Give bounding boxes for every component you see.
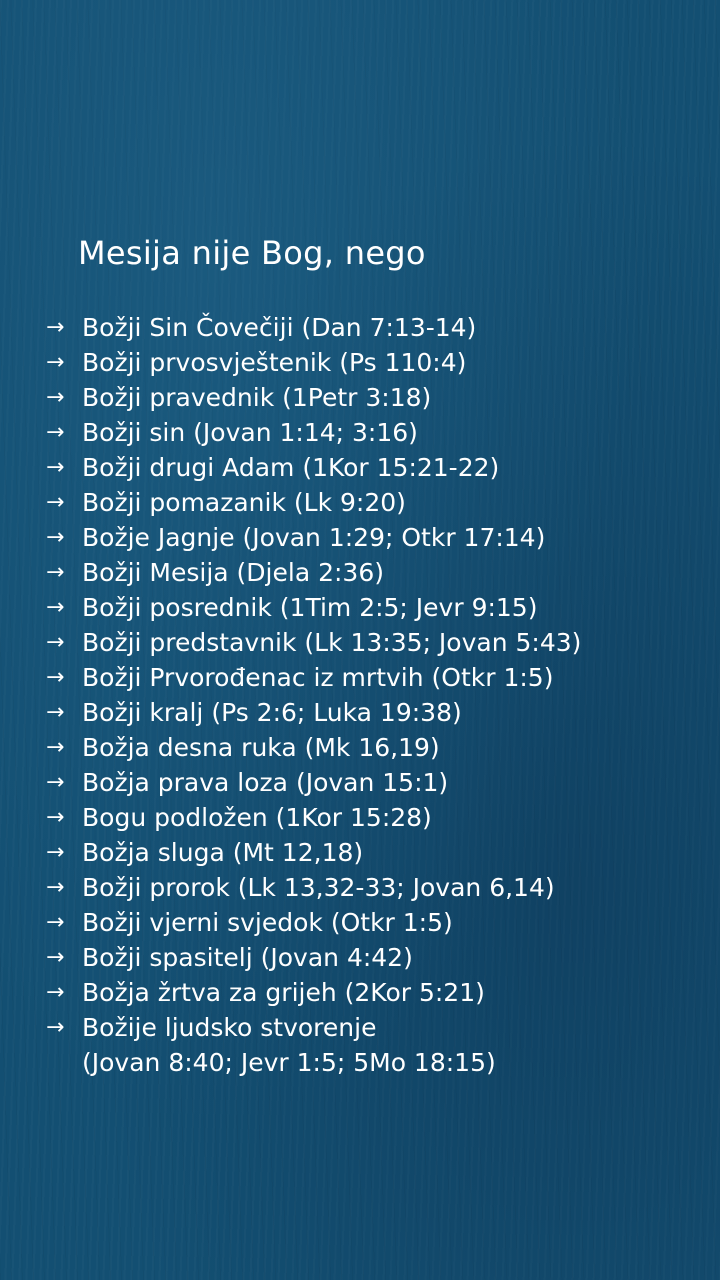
list-item-text: Božji sin (Jovan 1:14; 3:16): [82, 418, 418, 447]
arrow-right-icon: →: [46, 945, 65, 970]
arrow-right-icon: →: [46, 420, 65, 445]
list-item: → Božja desna ruka (Mk 16,19): [46, 730, 581, 765]
arrow-right-icon: →: [46, 770, 65, 795]
list-item-text: Božji prvosvještenik (Ps 110:4): [82, 348, 467, 377]
arrow-right-icon: →: [46, 490, 65, 515]
arrow-right-icon: →: [46, 665, 65, 690]
list-item-text: Božije ljudsko stvorenje: [82, 1013, 377, 1042]
list-item: → Bogu podložen (1Kor 15:28): [46, 800, 581, 835]
arrow-right-icon: →: [46, 840, 65, 865]
arrow-right-icon: →: [46, 805, 65, 830]
arrow-right-icon: →: [46, 525, 65, 550]
list-item-text: Božja sluga (Mt 12,18): [82, 838, 364, 867]
list-item-text: Božji vjerni svjedok (Otkr 1:5): [82, 908, 453, 937]
list-item: → Božji prorok (Lk 13,32-33; Jovan 6,14): [46, 870, 581, 905]
list-item: → Božji vjerni svjedok (Otkr 1:5): [46, 905, 581, 940]
list-item-text: Bogu podložen (1Kor 15:28): [82, 803, 432, 832]
list-item-text: Božje Jagnje (Jovan 1:29; Otkr 17:14): [82, 523, 546, 552]
list-item: → Božji posrednik (1Tim 2:5; Jevr 9:15): [46, 590, 581, 625]
list-item: → Božji predstavnik (Lk 13:35; Jovan 5:43…: [46, 625, 581, 660]
list-item: → Božji pravednik (1Petr 3:18): [46, 380, 581, 415]
arrow-right-icon: →: [46, 910, 65, 935]
list-item: → Božji pomazanik (Lk 9:20): [46, 485, 581, 520]
arrow-right-icon: →: [46, 315, 65, 340]
list-item-text: Božja prava loza (Jovan 15:1): [82, 768, 449, 797]
arrow-right-icon: →: [46, 385, 65, 410]
list-item-continuation: (Jovan 8:40; Jevr 1:5; 5Mo 18:15): [82, 1048, 496, 1077]
list-item: → Božji kralj (Ps 2:6; Luka 19:38): [46, 695, 581, 730]
arrow-right-icon: →: [46, 700, 65, 725]
list-item: → Božje Jagnje (Jovan 1:29; Otkr 17:14): [46, 520, 581, 555]
list-item-text: Božji posrednik (1Tim 2:5; Jevr 9:15): [82, 593, 538, 622]
list-item-text: Božji spasitelj (Jovan 4:42): [82, 943, 413, 972]
list-item: → Božji sin (Jovan 1:14; 3:16): [46, 415, 581, 450]
arrow-right-icon: →: [46, 455, 65, 480]
list-item: → Božji spasitelj (Jovan 4:42): [46, 940, 581, 975]
list-item: → Božji Sin Čovečiji (Dan 7:13-14): [46, 310, 581, 345]
list-item-text: Božja žrtva za grijeh (2Kor 5:21): [82, 978, 485, 1007]
list-item: → Božja sluga (Mt 12,18): [46, 835, 581, 870]
list-item-text: Božji pomazanik (Lk 9:20): [82, 488, 406, 517]
list-item: → Božja žrtva za grijeh (2Kor 5:21): [46, 975, 581, 1010]
list-item-text: Božji drugi Adam (1Kor 15:21-22): [82, 453, 500, 482]
list-item-text: Božji Sin Čovečiji (Dan 7:13-14): [82, 313, 477, 342]
list-item-text: Božji predstavnik (Lk 13:35; Jovan 5:43): [82, 628, 582, 657]
list-item-text: Božji kralj (Ps 2:6; Luka 19:38): [82, 698, 462, 727]
list-item: → Božji drugi Adam (1Kor 15:21-22): [46, 450, 581, 485]
list-item: → Božije ljudsko stvorenje: [46, 1010, 581, 1045]
list-item-text: Božji Mesija (Djela 2:36): [82, 558, 384, 587]
arrow-right-icon: →: [46, 980, 65, 1005]
list-item-text: Božji Prvorođenac iz mrtvih (Otkr 1:5): [82, 663, 554, 692]
arrow-right-icon: →: [46, 350, 65, 375]
list-item: → Božji prvosvještenik (Ps 110:4): [46, 345, 581, 380]
list-item-text: Božji pravednik (1Petr 3:18): [82, 383, 432, 412]
arrow-right-icon: →: [46, 875, 65, 900]
heading: Mesija nije Bog, nego: [78, 234, 426, 272]
list-item-text: Božja desna ruka (Mk 16,19): [82, 733, 440, 762]
list-item-text: Božji prorok (Lk 13,32-33; Jovan 6,14): [82, 873, 555, 902]
list-item: → Božji Mesija (Djela 2:36): [46, 555, 581, 590]
arrow-right-icon: →: [46, 595, 65, 620]
list-item: → Božji Prvorođenac iz mrtvih (Otkr 1:5): [46, 660, 581, 695]
list-item: → Božja prava loza (Jovan 15:1): [46, 765, 581, 800]
arrow-right-icon: →: [46, 560, 65, 585]
arrow-right-icon: →: [46, 735, 65, 760]
arrow-right-icon: →: [46, 630, 65, 655]
title-list: → Božji Sin Čovečiji (Dan 7:13-14) → Božji …: [46, 310, 581, 1080]
arrow-right-icon: →: [46, 1015, 65, 1040]
